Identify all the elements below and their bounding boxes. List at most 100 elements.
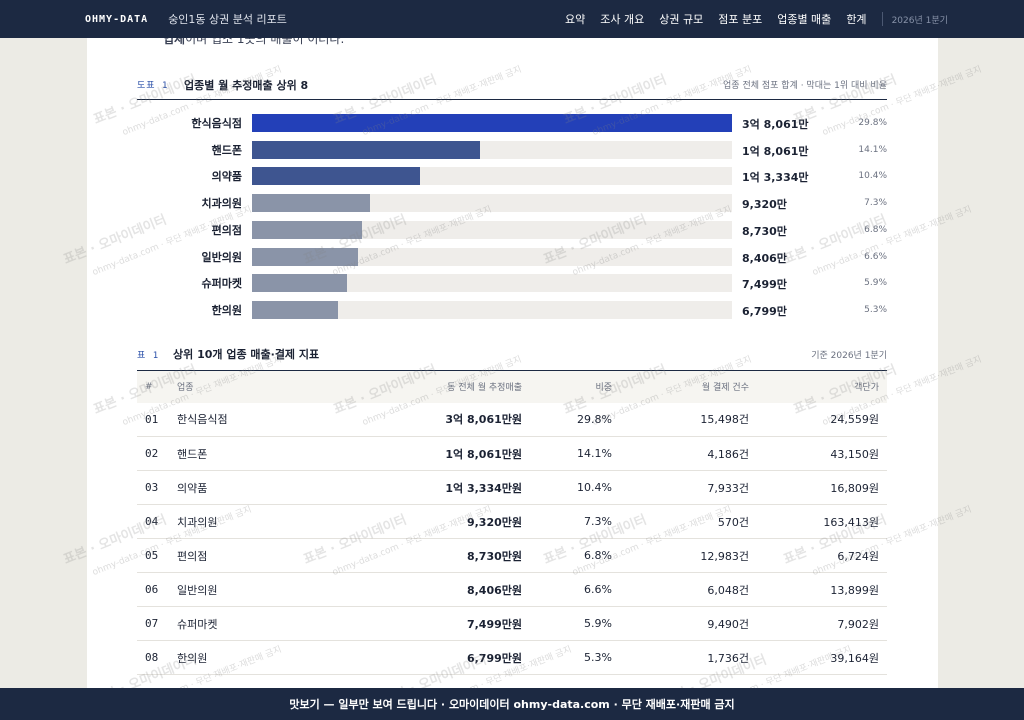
cell-industry: 한식음식점 [177,413,228,427]
cell-count: 9,490건 [707,617,749,631]
cell-count: 7,933건 [707,481,749,495]
bar [252,140,480,159]
cell-sales: 7,499만원 [466,617,522,631]
cell-sales: 1억 8,061만원 [445,447,522,461]
cell-rank: 06 [145,583,159,596]
bar-share: 6.6% [864,251,887,262]
brand-logo[interactable]: OHMY-DATA [85,13,149,25]
figure-header: 도표 1 업종별 월 추정매출 상위 8 업종 전체 점포 합계 · 막대는 1… [137,78,887,100]
bar-label: 일반의원 [201,250,242,264]
bar-row: 편의점 8,730만 6.8% [87,220,938,239]
intro-bold: 업체 [163,38,186,46]
table-title: 상위 10개 업종 매출·결제 지표 [173,348,320,361]
figure-label: 도표 1 [137,81,169,91]
bar-share: 5.9% [864,278,887,289]
table-header-row: # 업종 동 전체 월 추정매출 비중 월 결제 건수 객단가 [137,370,887,403]
bar-label: 치과의원 [201,197,242,211]
bar-value: 1억 8,061만 [742,144,809,158]
top-nav: 요약 조사 개요 상권 규모 점포 분포 업종별 매출 한계 2026년 1분기 [565,0,948,38]
bar-value: 7,499만 [742,278,787,292]
cell-count: 4,186건 [707,447,749,461]
bar-value: 9,320만 [742,198,787,212]
bar-track [252,220,732,239]
cell-sales: 3억 8,061만원 [445,413,522,427]
preview-banner-text: 맛보기 — 일부만 보여 드립니다 · 오마이데이터 ohmy-data.com… [289,698,735,711]
bar-row: 일반의원 8,406만 6.6% [87,247,938,266]
nav-item-limits[interactable]: 한계 [846,13,867,26]
cell-industry: 의약품 [177,481,208,495]
nav-item-sales[interactable]: 업종별 매출 [777,13,832,26]
cell-share: 7.3% [584,515,612,528]
cell-share: 6.8% [584,549,612,562]
bar [252,114,732,132]
table-row: 05 편의점 8,730만원 6.8% 12,983건 6,724원 [137,539,887,573]
cell-avg-price: 24,559원 [830,413,879,427]
col-header-count: 월 결제 건수 [701,383,749,394]
intro-paragraph: 업체이며 업소 1곳의 매출이 이러다. [163,38,344,47]
bar-label: 한의원 [211,303,242,317]
cell-industry: 일반의원 [177,583,218,597]
table-header: 표 1 상위 10개 업종 매출·결제 지표 기준 2026년 1분기 [137,346,887,368]
bar-track [252,194,732,213]
cell-count: 15,498건 [700,413,749,427]
bar-track [252,114,732,132]
bar-row: 한식음식점 3억 8,061만 29.8% [87,114,938,132]
cell-rank: 08 [145,651,159,664]
cell-avg-price: 6,724원 [837,549,879,563]
nav-item-survey[interactable]: 조사 개요 [600,13,645,26]
cell-rank: 02 [145,447,159,460]
table-row: 07 슈퍼마켓 7,499만원 5.9% 9,490건 7,902원 [137,607,887,641]
nav-item-summary[interactable]: 요약 [565,13,586,26]
bar-share: 10.4% [858,171,887,182]
col-header-avg-price: 객단가 [854,383,879,394]
document-title: 숭인1동 상권 분석 리포트 [168,13,287,26]
table-label: 표 1 [137,351,160,361]
cell-count: 12,983건 [700,549,749,563]
bar-row: 슈퍼마켓 7,499만 5.9% [87,274,938,293]
bar [252,167,421,186]
bar-label: 의약품 [211,170,242,184]
cell-rank: 07 [145,617,159,630]
bar-row: 의약품 1억 3,334만 10.4% [87,167,938,186]
bar-value: 8,730만 [742,224,787,238]
cell-avg-price: 16,809원 [830,481,879,495]
figure-title: 업종별 월 추정매출 상위 8 [184,79,309,92]
bar [252,220,363,239]
cell-share: 29.8% [577,412,612,426]
bar-share: 7.3% [864,198,887,209]
cell-rank: 03 [145,481,159,494]
cell-share: 5.3% [584,651,612,664]
bar-share: 29.8% [858,118,887,128]
bar-value: 1억 3,334만 [742,171,809,185]
bar-track [252,300,732,319]
cell-sales: 6,799만원 [466,651,522,665]
period-label: 2026년 1분기 [891,15,948,26]
bar-share: 14.1% [858,144,887,155]
bar-track [252,274,732,293]
cell-count: 570건 [717,515,749,529]
table-row: 08 한의원 6,799만원 5.3% 1,736건 39,164원 [137,641,887,675]
bar-share: 6.8% [864,224,887,235]
cell-count: 1,736건 [707,651,749,665]
table-row: 01 한식음식점 3억 8,061만원 29.8% 15,498건 24,559원 [137,403,887,437]
cell-industry: 슈퍼마켓 [177,617,218,631]
cell-rank: 01 [145,412,159,426]
bar-value: 8,406만 [742,251,787,265]
col-header-sales: 동 전체 월 추정매출 [447,383,522,394]
cell-avg-price: 39,164원 [830,651,879,665]
bar [252,300,338,319]
bar-track [252,140,732,159]
bar-track [252,247,732,266]
nav-item-scale[interactable]: 상권 규모 [659,13,704,26]
cell-avg-price: 163,413원 [823,515,879,529]
cell-industry: 편의점 [177,549,208,563]
bar-value: 3억 8,061만 [742,118,809,131]
cell-rank: 04 [145,515,159,528]
nav-item-distribution[interactable]: 점포 분포 [718,13,763,26]
bar-label: 한식음식점 [191,117,242,130]
figure-note: 업종 전체 점포 합계 · 막대는 1위 대비 비율 [723,81,887,91]
sales-table: # 업종 동 전체 월 추정매출 비중 월 결제 건수 객단가 01 한식음식점 3… [137,370,887,675]
cell-share: 5.9% [584,617,612,630]
cell-rank: 05 [145,549,159,562]
preview-banner: 맛보기 — 일부만 보여 드립니다 · 오마이데이터 ohmy-data.com… [0,688,1024,720]
